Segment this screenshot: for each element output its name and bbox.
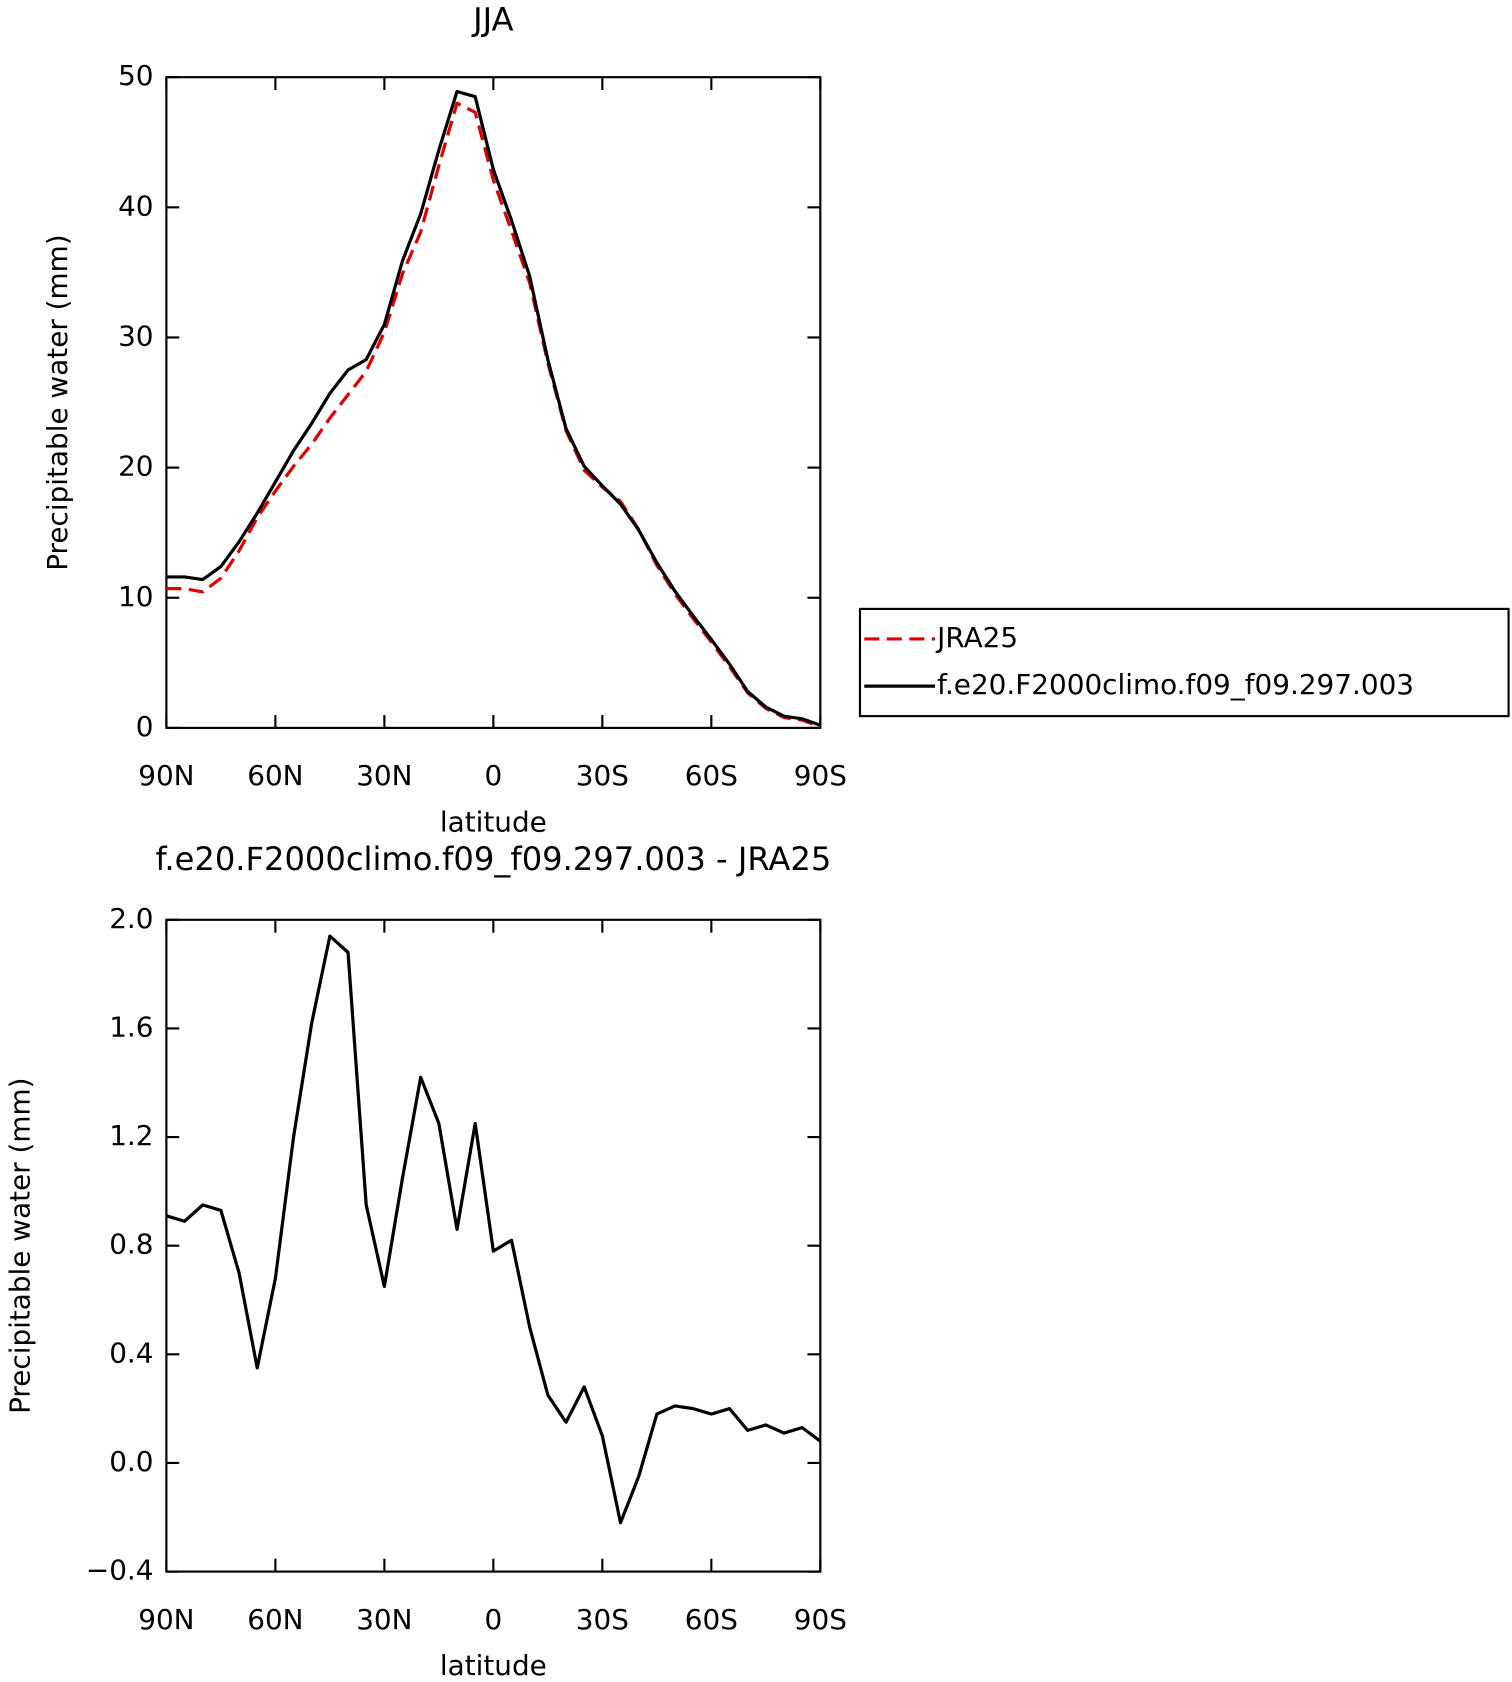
x-tick-label: 60S — [685, 1603, 738, 1636]
x-tick-label: 90N — [138, 759, 194, 792]
x-axis-label: latitude — [440, 805, 547, 838]
x-tick-label: 0 — [484, 759, 502, 792]
y-tick-label: 2.0 — [109, 902, 153, 935]
x-tick-label: 30N — [356, 1603, 412, 1636]
plot-frame — [165, 918, 822, 1573]
series-line — [165, 934, 822, 1525]
x-tick-label: 60N — [247, 759, 303, 792]
y-tick-label: 0.0 — [109, 1445, 153, 1478]
x-tick-label: 30S — [576, 1603, 629, 1636]
y-tick-label: 20 — [118, 450, 153, 483]
y-tick-label: 0.4 — [109, 1336, 153, 1369]
series-line — [166, 89, 821, 727]
chart-title: f.e20.F2000climo.f09_f09.297.003 - JRA25 — [155, 840, 831, 878]
y-tick-label: −0.4 — [86, 1554, 154, 1587]
x-tick-label: 90S — [794, 1603, 847, 1636]
y-tick-label: 10 — [118, 580, 153, 613]
y-axis-label: Precipitable water (mm) — [41, 234, 74, 570]
y-axis-label: Precipitable water (mm) — [4, 1077, 37, 1413]
x-tick-label: 90N — [138, 1603, 194, 1636]
y-tick-label: 1.2 — [109, 1119, 153, 1152]
x-axis-label: latitude — [440, 1649, 547, 1682]
y-tick-label: 0 — [136, 710, 154, 743]
y-tick-label: 1.6 — [109, 1010, 153, 1043]
series-line — [166, 101, 821, 729]
x-tick-label: 90S — [794, 759, 847, 792]
legend-label: JRA25 — [935, 621, 1018, 654]
y-tick-label: 40 — [118, 189, 153, 222]
chart-title: JJA — [471, 0, 513, 38]
x-tick-label: 60S — [685, 759, 738, 792]
legend-label: f.e20.F2000climo.f09_f09.297.003 — [937, 668, 1414, 701]
x-tick-label: 0 — [484, 1603, 502, 1636]
x-tick-label: 30S — [576, 759, 629, 792]
y-tick-label: 50 — [118, 59, 153, 92]
y-tick-label: 0.8 — [109, 1228, 153, 1261]
plot-frame — [165, 76, 822, 729]
x-tick-label: 30N — [356, 759, 412, 792]
legend-box — [858, 607, 1510, 718]
x-tick-label: 60N — [247, 1603, 303, 1636]
y-tick-label: 30 — [118, 319, 153, 352]
